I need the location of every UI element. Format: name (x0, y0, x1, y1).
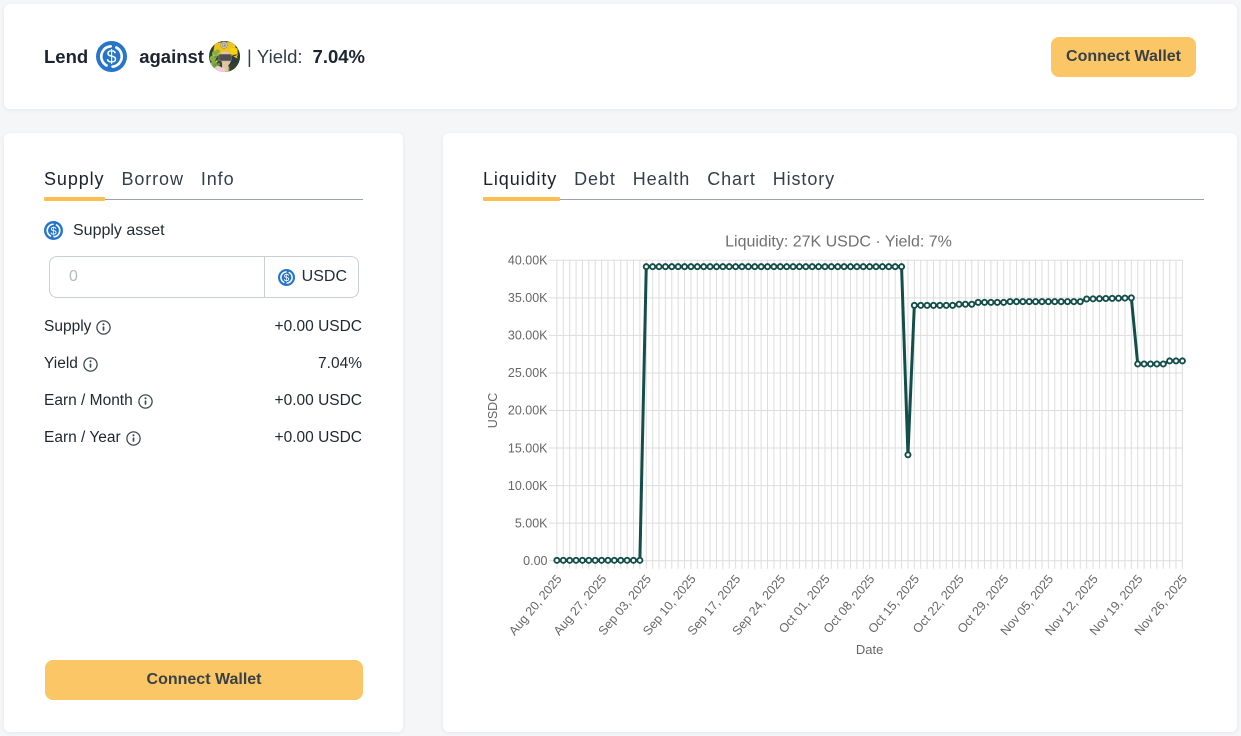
svg-text:USDC: USDC (486, 393, 500, 428)
svg-text:$: $ (283, 273, 289, 284)
svg-text:$: $ (107, 47, 117, 67)
svg-text:20.00K: 20.00K (508, 404, 548, 418)
svg-text:35.00K: 35.00K (508, 291, 548, 305)
svg-text:0.00: 0.00 (523, 554, 547, 568)
svg-text:Date: Date (856, 642, 883, 657)
svg-text:40.00K: 40.00K (508, 254, 548, 268)
svg-text:Liquidity: 27K USDC · Yield: 7: Liquidity: 27K USDC · Yield: 7% (725, 234, 952, 251)
svg-text:25.00K: 25.00K (508, 366, 548, 380)
svg-text:15.00K: 15.00K (508, 441, 548, 455)
svg-text:30.00K: 30.00K (508, 329, 548, 343)
svg-text:$: $ (50, 225, 56, 237)
svg-text:10.00K: 10.00K (508, 479, 548, 493)
svg-text:5.00K: 5.00K (515, 516, 548, 530)
